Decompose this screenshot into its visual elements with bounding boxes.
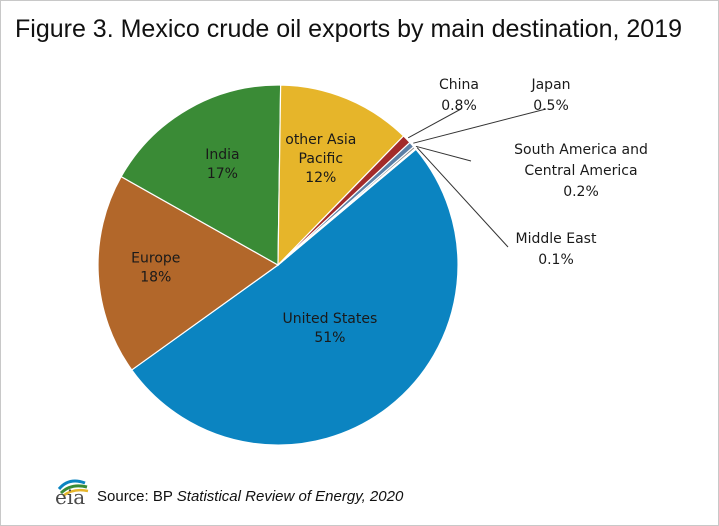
slice-label-middle-east: Middle East [516,231,597,247]
slice-value-other-asia-pacific: 12% [305,170,336,186]
eia-logo: eia [55,475,93,507]
slice-value-japan: 0.5% [533,98,569,114]
leader-line-middle-east [416,147,509,248]
slice-label-south-america-and-central-america: Central America [524,163,637,179]
source-prefix: Source: BP [97,488,177,505]
slice-value-china: 0.8% [441,98,477,114]
slice-value-europe: 18% [140,270,171,286]
slice-label-united-states: United States [282,311,377,327]
slice-europe [97,175,280,371]
pie-chart: United States 51% Europe 18% India 17% other A… [97,77,648,446]
slice-value-middle-east: 0.1% [538,252,574,268]
slice-united-states [130,148,459,446]
eia-logo-mark [57,479,89,498]
chart-title: Figure 3. Mexico crude oil exports by ma… [15,15,683,43]
leader-line-japan [413,108,547,144]
slice-value-india: 17% [207,166,238,182]
leader-line-south-america-and-central-america [415,145,472,162]
slice-label-other-asia-pacific: other Asia [285,132,356,148]
eia-logo-text: eia [55,485,86,509]
slice-label-india: India [205,147,239,163]
slice-value-south-america-and-central-america: 0.2% [563,184,599,200]
leader-line-china [407,108,462,139]
slice-label-china: China [439,77,479,93]
source-footer: eia Source: BP Statistical Review of Ene… [55,475,403,507]
source-text: Source: BP Statistical Review of Energy,… [97,488,403,505]
slice-label-europe: Europe [131,251,180,267]
slice-value-united-states: 51% [314,330,345,346]
slice-label-south-america-and-central-america: South America and [514,142,648,158]
slice-other-asia-pacific [277,84,405,267]
slice-middle-east [277,147,417,266]
slice-india [120,84,282,267]
slice-label-other-asia-pacific: Pacific [299,151,344,167]
source-publication: Statistical Review of Energy, 2020 [176,488,404,505]
slice-label-japan: Japan [530,77,570,93]
